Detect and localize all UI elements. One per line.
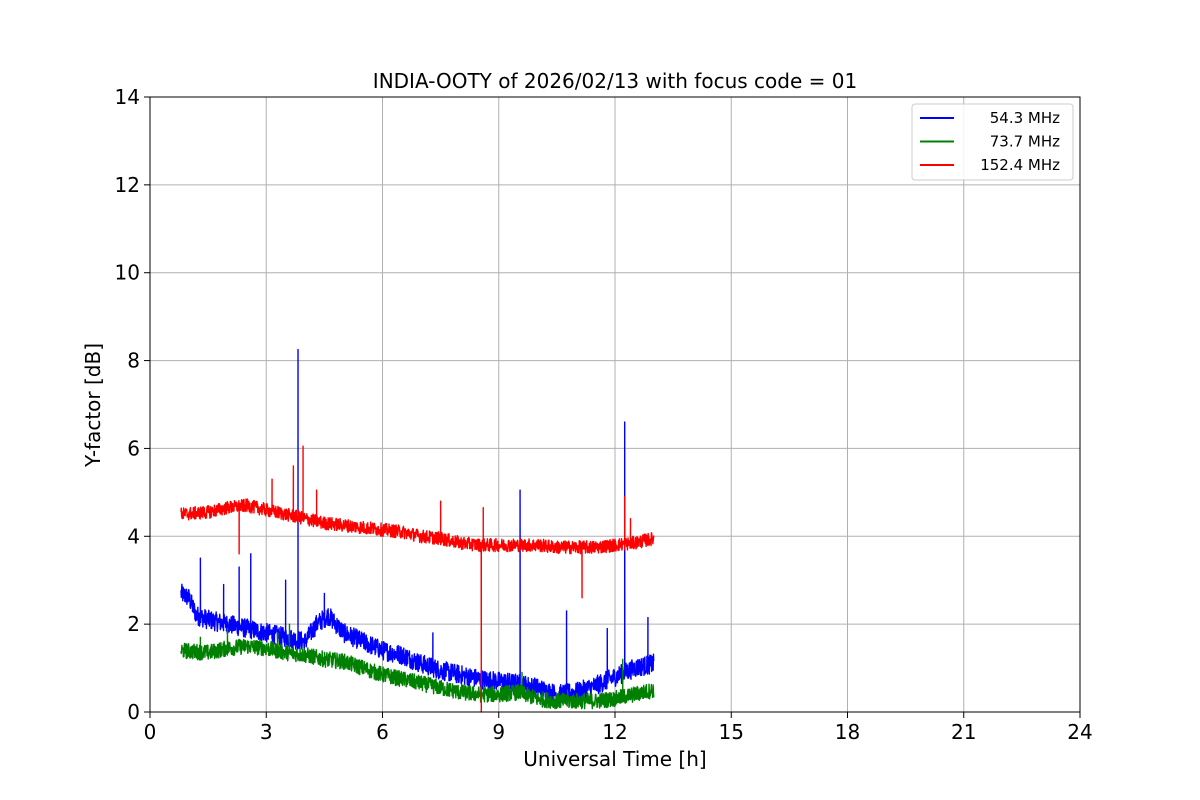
y-tick-label: 14 [115, 85, 140, 109]
chart-title: INDIA-OOTY of 2026/02/13 with focus code… [373, 69, 857, 93]
series-group [180, 348, 655, 713]
y-axis-label: Y-factor [dB] [81, 343, 105, 468]
y-tick-label: 10 [115, 261, 140, 285]
x-tick-label: 18 [835, 720, 860, 744]
x-tick-label: 12 [602, 720, 627, 744]
x-tick-label: 6 [376, 720, 389, 744]
legend-label: 54.3 MHz [990, 109, 1060, 127]
x-tick-label: 9 [492, 720, 505, 744]
series-line-0 [180, 348, 655, 705]
y-tick-label: 4 [127, 524, 140, 548]
legend-label: 73.7 MHz [990, 133, 1060, 151]
x-tick-label: 0 [144, 720, 157, 744]
legend: 54.3 MHz 73.7 MHz 152.4 MHz [911, 103, 1074, 181]
y-tick-label: 8 [127, 349, 140, 373]
x-tick-label: 3 [260, 720, 273, 744]
x-tick-label: 24 [1067, 720, 1092, 744]
x-axis-label: Universal Time [h] [523, 747, 706, 771]
x-tick-label: 15 [719, 720, 744, 744]
series-line-1 [180, 623, 655, 710]
x-tick-label: 21 [951, 720, 976, 744]
y-tick-label: 2 [127, 612, 140, 636]
y-tick-label: 0 [127, 700, 140, 724]
y-tick-label: 12 [115, 173, 140, 197]
legend-label: 152.4 MHz [980, 156, 1060, 174]
y-tick-label: 6 [127, 436, 140, 460]
series-line-2 [180, 445, 655, 713]
legend-box [911, 103, 1074, 181]
